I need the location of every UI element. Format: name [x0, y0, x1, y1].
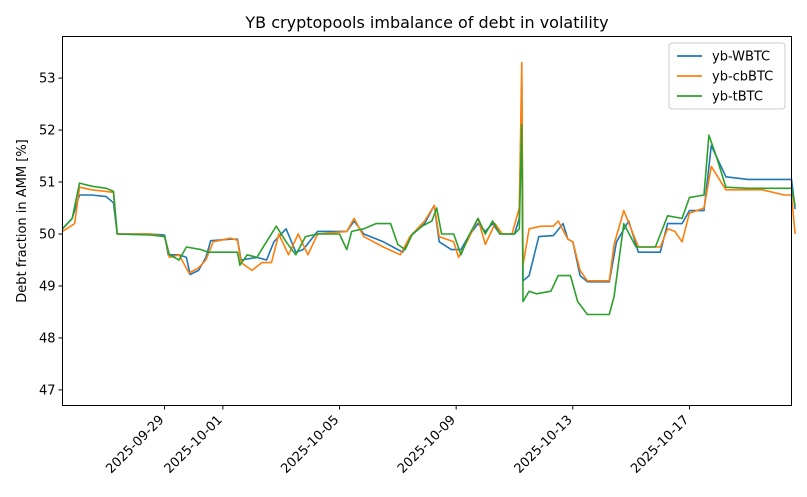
- y-tick-label: 47: [39, 383, 56, 398]
- chart-title: YB cryptopools imbalance of debt in vola…: [244, 13, 608, 32]
- y-tick-label: 49: [39, 279, 56, 294]
- y-tick-label: 48: [39, 331, 56, 346]
- series-line-yb-cbBTC: [62, 61, 796, 282]
- x-tick-label: 2025-10-05: [278, 413, 342, 477]
- x-tick-label: 2025-10-01: [162, 413, 226, 477]
- x-tick-label: 2025-10-13: [512, 413, 576, 477]
- y-axis: 47 48 49 50 51 52 53: [39, 72, 63, 398]
- y-tick-label: 53: [39, 72, 56, 87]
- plot-frame: [62, 36, 792, 406]
- legend-box: [668, 42, 786, 110]
- legend-label: yb-cbBTC: [712, 70, 773, 85]
- plot-area: [61, 61, 796, 316]
- y-tick-label: 52: [39, 124, 56, 139]
- legend: yb-WBTC yb-cbBTC yb-tBTC: [668, 42, 786, 110]
- x-tick-label: 2025-10-17: [628, 413, 692, 477]
- y-axis-label: Debt fraction in AMM [%]: [15, 139, 30, 303]
- x-tick-label: 2025-09-29: [103, 413, 167, 477]
- y-tick-label: 50: [39, 227, 56, 242]
- series-line-yb-tBTC: [61, 124, 796, 316]
- legend-label: yb-tBTC: [712, 90, 763, 105]
- x-tick-label: 2025-10-09: [395, 413, 459, 477]
- y-tick-label: 51: [39, 176, 56, 191]
- legend-label: yb-WBTC: [712, 50, 770, 65]
- series-line-yb-WBTC: [61, 82, 796, 283]
